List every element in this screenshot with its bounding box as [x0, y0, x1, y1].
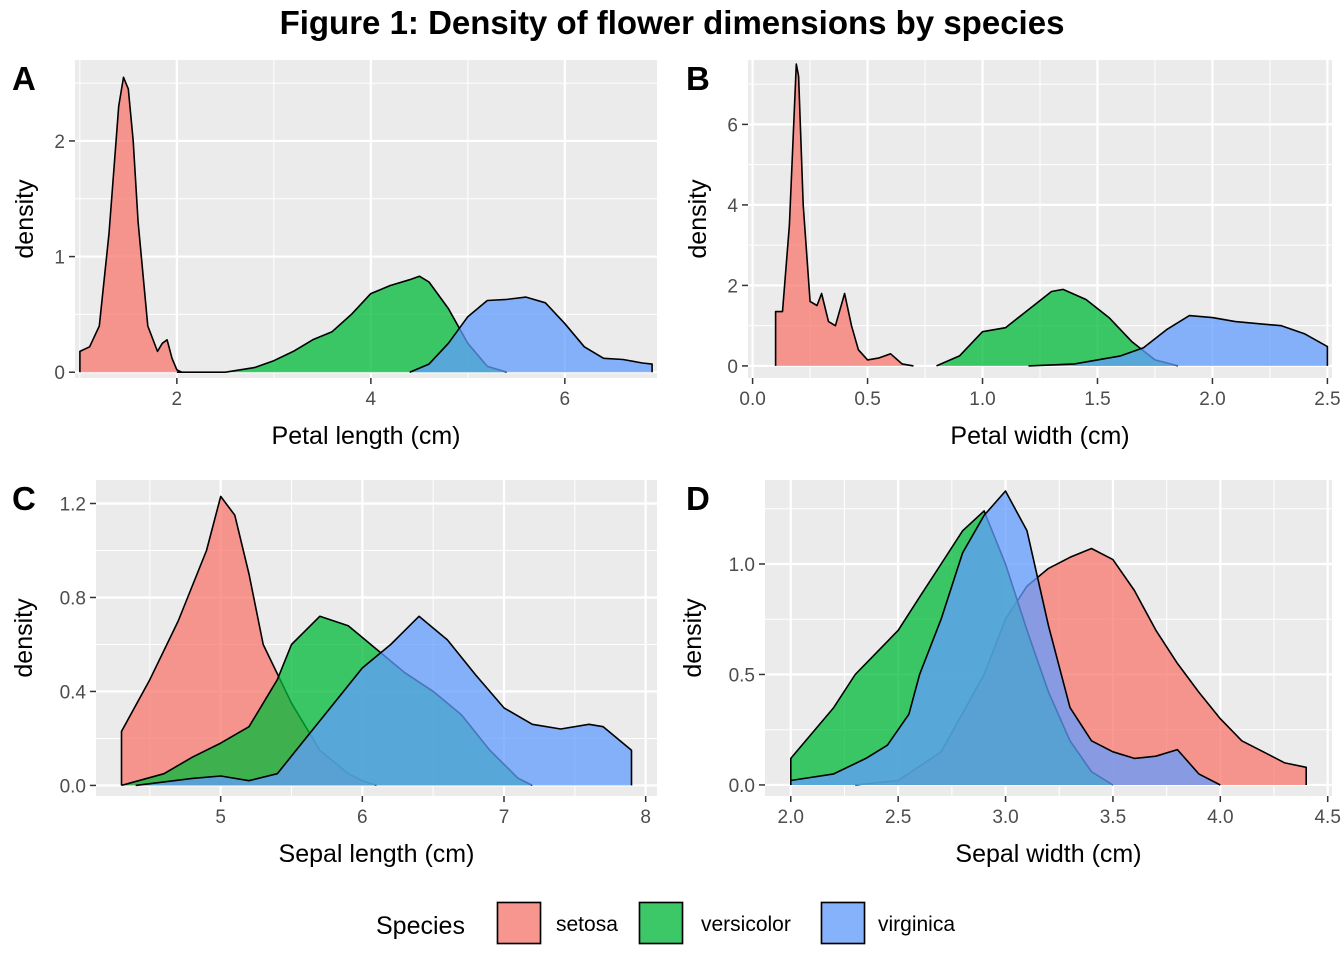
y-tick-label: 0.5 — [729, 665, 755, 686]
x-tick-label: 2.5 — [1314, 389, 1340, 410]
density-area-setosa — [79, 77, 182, 373]
legend-entry-versicolor: versicolor — [638, 901, 791, 945]
panel-b: 0.0 0.5 1.0 1.5 2.0 2.5 0 2 4 6 Petal width (cm) de… — [684, 60, 1341, 450]
y-tick-label: 0.0 — [60, 776, 86, 797]
legend-entries: setosa versicolor virginica — [496, 901, 955, 945]
panel-tag: B — [686, 60, 710, 97]
legend-entry-virginica: virginica — [820, 901, 955, 945]
legend-swatch — [820, 901, 866, 945]
y-tick-label: 6 — [727, 115, 738, 136]
legend-label: virginica — [878, 913, 955, 936]
y-tick-label: 0.8 — [60, 588, 86, 609]
x-tick-label: 6 — [560, 389, 571, 410]
density-outline-setosa — [79, 76, 183, 373]
x-axis-title: Petal width (cm) — [950, 422, 1129, 450]
axes: 2 4 6 0 1 2 — [54, 132, 570, 410]
density-areas — [120, 495, 633, 787]
density-area-versicolor — [176, 276, 507, 373]
density-areas — [79, 76, 653, 373]
x-tick-label: 0.0 — [739, 389, 765, 410]
y-tick-label: 2 — [54, 132, 65, 153]
density-area-setosa — [121, 496, 377, 786]
x-tick-label: 1.0 — [969, 389, 995, 410]
density-outline-virginica — [409, 296, 653, 373]
axes: 0.0 0.5 1.0 1.5 2.0 2.5 0 2 4 6 — [727, 115, 1340, 410]
y-axis-title: density — [684, 179, 712, 259]
density-area-versicolor — [936, 289, 1178, 366]
x-tick-label: 2 — [172, 389, 183, 410]
x-tick-label: 2.0 — [1199, 389, 1225, 410]
x-axis-title: Sepal width (cm) — [955, 840, 1141, 868]
panel-c: 5 6 7 8 0.0 0.4 0.8 1.2 Sepal length (cm) density… — [10, 480, 657, 868]
x-tick-label: 1.5 — [1084, 389, 1110, 410]
y-tick-label: 0.0 — [729, 776, 755, 797]
x-tick-label: 7 — [499, 807, 510, 828]
x-tick-label: 3.0 — [992, 807, 1018, 828]
x-tick-label: 4.5 — [1314, 807, 1340, 828]
legend-label: setosa — [556, 913, 618, 936]
figure-title: Figure 1: Density of flower dimensions b… — [279, 4, 1065, 41]
density-area-virginica — [135, 616, 632, 786]
x-tick-label: 8 — [640, 807, 651, 828]
y-tick-label: 0 — [54, 363, 65, 384]
y-tick-label: 1.2 — [60, 494, 86, 515]
density-area-virginica — [409, 297, 653, 373]
x-axis-title: Petal length (cm) — [272, 422, 461, 450]
x-tick-label: 5 — [215, 807, 226, 828]
x-tick-label: 2.0 — [778, 807, 804, 828]
legend: Species setosa versicolor virginica — [376, 901, 955, 945]
legend-swatch — [496, 901, 542, 945]
y-tick-label: 0.4 — [60, 682, 87, 703]
x-tick-label: 6 — [357, 807, 368, 828]
y-axis-title: density — [10, 598, 38, 678]
density-areas — [774, 63, 1329, 367]
y-tick-label: 4 — [727, 196, 738, 217]
density-area-virginica — [1028, 315, 1328, 366]
panel-tag: D — [686, 480, 710, 517]
y-axis-title: density — [11, 179, 39, 259]
y-tick-label: 1 — [54, 248, 65, 269]
density-outline-virginica — [135, 615, 633, 787]
panel-tag: A — [12, 60, 36, 97]
density-outline-virginica — [1028, 314, 1329, 367]
density-outline-virginica — [790, 490, 1221, 786]
y-tick-label: 0 — [727, 357, 738, 378]
x-tick-label: 2.5 — [885, 807, 911, 828]
legend-entry-setosa: setosa — [496, 901, 618, 945]
density-outline-setosa — [774, 63, 914, 367]
y-tick-label: 1.0 — [729, 555, 755, 576]
axes: 5 6 7 8 0.0 0.4 0.8 1.2 — [60, 494, 651, 828]
density-area-virginica — [790, 491, 1221, 785]
density-outline-versicolor — [936, 288, 1179, 367]
legend-label: versicolor — [701, 913, 791, 936]
density-areas — [790, 490, 1307, 786]
legend-title: Species — [376, 912, 465, 940]
axes: 2.0 2.5 3.0 3.5 4.0 4.5 0.0 0.5 1.0 — [729, 555, 1341, 828]
y-axis-title: density — [679, 598, 707, 678]
panel-a: 2 4 6 0 1 2 Petal length (cm) density A — [11, 60, 657, 450]
density-outline-versicolor — [176, 275, 507, 373]
panel-d: 2.0 2.5 3.0 3.5 4.0 4.5 0.0 0.5 1.0 Sepal width (… — [679, 480, 1341, 868]
x-tick-label: 4.0 — [1207, 807, 1233, 828]
legend-swatch — [638, 901, 684, 945]
x-tick-label: 4 — [366, 389, 377, 410]
x-tick-label: 0.5 — [854, 389, 880, 410]
panel-tag: C — [12, 480, 36, 517]
y-tick-label: 2 — [727, 276, 738, 297]
x-axis-title: Sepal length (cm) — [279, 840, 475, 868]
x-tick-label: 3.5 — [1100, 807, 1126, 828]
